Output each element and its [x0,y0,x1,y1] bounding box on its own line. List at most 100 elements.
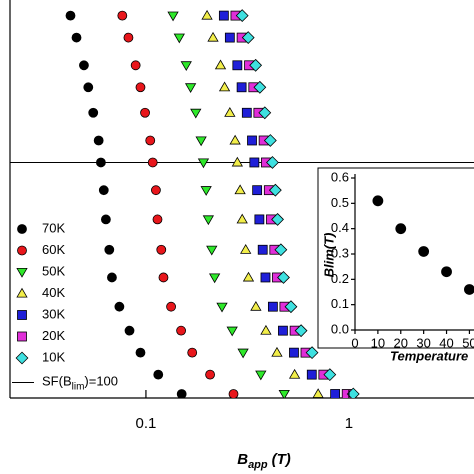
data-point [236,213,248,224]
data-point [441,266,452,278]
data-point [464,284,474,295]
data-point [218,10,229,21]
data-point [114,301,125,312]
data-point [65,10,76,21]
legend-label: 20K [42,328,65,343]
data-point [249,58,263,72]
data-point [418,246,430,257]
data-point [135,347,146,358]
data-point [104,244,115,255]
data-point [241,31,255,45]
data-point [260,272,271,283]
data-point [240,244,252,254]
data-point [190,108,202,119]
data-point [232,60,243,71]
data-point [130,60,141,71]
data-point [271,212,284,226]
x-tick-label: 40 [439,335,453,350]
data-point [271,346,283,357]
data-point [140,107,150,118]
y-tick-label: 0.2 [331,271,349,286]
data-point [323,368,337,382]
data-point [278,325,288,336]
data-point [258,106,272,120]
inset: 0.0 0.1 0.2 0.3 0.4 0.5 0.6 0 10 20 30 40 50 Blim(T) T… [321,169,474,363]
data-point [151,185,161,196]
data-point [16,267,28,278]
data-point [330,389,341,398]
y-tick-label: 0.4 [331,220,349,235]
data-point [202,215,215,226]
data-point [147,157,158,168]
data-point [79,60,89,71]
data-point [17,331,27,342]
data-point [312,388,324,398]
data-point [252,185,263,196]
x-tick-label: 20 [394,335,408,350]
data-point [260,324,272,335]
data-point [253,80,267,94]
y-tick-label: 0.0 [331,321,349,336]
data-point [153,369,164,380]
legend-label-unit: )=100 [84,374,118,389]
x-tick-label: 0.1 [136,415,157,432]
legend-label: 50K [42,263,65,278]
data-point [71,32,82,43]
legend-label-sub: lim [72,381,85,392]
x-axis-title: Bapp (T) [237,451,291,471]
data-point [176,325,186,336]
data-point [88,107,99,118]
data-point [241,107,252,118]
data-point [145,135,156,146]
data-point [257,244,268,255]
data-point [372,195,384,207]
data-point [242,271,255,282]
data-point [289,347,299,358]
y-tick-label: 0.1 [331,296,349,311]
data-point [228,389,239,398]
data-point [284,300,298,314]
data-point [395,223,407,235]
data-point [231,156,243,167]
data-point [123,32,134,43]
data-point [98,185,109,196]
data-point [214,59,227,70]
x-tick-label: 50 [462,335,474,350]
data-point [200,186,212,196]
y-tick-label: 0.3 [331,245,349,260]
data-point [167,11,179,22]
data-point [17,224,27,234]
data-point [17,245,27,256]
x-tick-label: 0 [351,335,358,350]
data-point [224,32,235,43]
data-point [166,301,176,312]
data-point [107,272,117,283]
data-point [201,9,213,20]
data-point [306,369,317,380]
data-point [158,272,169,283]
data-point [235,9,249,23]
x-axis-title-sub: app [248,459,268,471]
y-tick-label: 0.5 [331,195,349,210]
data-point [250,300,262,311]
data-point [236,82,247,93]
data-point [100,214,111,225]
data-point [187,347,198,358]
data-point [205,369,215,380]
inset-frame [317,167,474,349]
data-point [117,10,128,21]
data-point [267,301,278,312]
data-point [234,184,246,195]
legend: 70K 60K 50K 40K 30K 20K 10K SF(Blim)=100 [12,220,118,392]
data-point [288,368,301,379]
data-point [209,273,221,284]
data-point [263,134,277,147]
data-point [173,33,185,44]
data-point [226,326,238,337]
data-point [218,81,231,92]
x-axis-title: Temperature [390,348,468,363]
legend-label: 40K [42,285,65,300]
data-point [249,157,260,168]
data-point [206,245,218,256]
